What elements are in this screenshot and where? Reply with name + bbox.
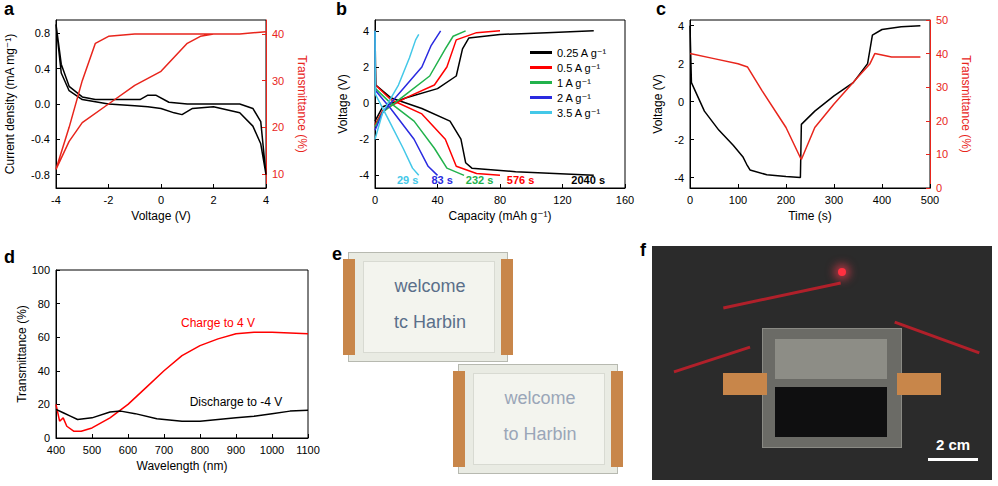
svg-text:-2: -2: [359, 133, 369, 145]
svg-text:Transmittance (%): Transmittance (%): [15, 305, 29, 403]
svg-text:700: 700: [155, 444, 173, 456]
svg-text:120: 120: [553, 194, 571, 206]
svg-text:400: 400: [873, 194, 891, 206]
svg-text:400: 400: [47, 444, 65, 456]
svg-text:20: 20: [272, 121, 284, 133]
html-text:e: e: [332, 244, 342, 264]
svg-text:500: 500: [921, 194, 939, 206]
svg-text:20: 20: [936, 115, 948, 127]
svg-text:Time (s): Time (s): [788, 209, 832, 223]
svg-text:0: 0: [687, 194, 693, 206]
html-text:2 cm: 2 cm: [935, 436, 971, 453]
svg-text:40: 40: [272, 28, 284, 40]
svg-text:-4: -4: [674, 172, 684, 184]
svg-text:Charge to 4 V: Charge to 4 V: [181, 316, 255, 330]
svg-text:-2: -2: [104, 194, 114, 206]
svg-text:83 s: 83 s: [431, 174, 452, 186]
svg-text:900: 900: [227, 444, 245, 456]
svg-text:0: 0: [158, 194, 164, 206]
svg-text:40: 40: [936, 48, 948, 60]
svg-text:Voltage (V): Voltage (V): [336, 74, 350, 133]
svg-text:40: 40: [38, 365, 50, 377]
svg-text:Transmittance (%): Transmittance (%): [959, 55, 973, 153]
svg-text:29 s: 29 s: [397, 174, 418, 186]
svg-text:200: 200: [777, 194, 795, 206]
svg-text:80: 80: [494, 194, 506, 206]
svg-text:0: 0: [678, 96, 684, 108]
html-text:welcome: welcome: [504, 388, 576, 408]
svg-text:100: 100: [32, 264, 50, 276]
svg-text:b: b: [336, 0, 347, 19]
html-text:to Harbin: to Harbin: [503, 424, 577, 444]
svg-text:60: 60: [38, 331, 50, 343]
svg-text:0.8: 0.8: [35, 27, 50, 39]
svg-text:0: 0: [372, 194, 378, 206]
svg-text:c: c: [656, 0, 666, 19]
svg-text:4: 4: [363, 25, 369, 37]
svg-text:50: 50: [936, 14, 948, 26]
html-text:tc Harbin: tc Harbin: [394, 312, 466, 332]
svg-text:d: d: [4, 247, 15, 267]
svg-text:0: 0: [44, 432, 50, 444]
svg-text:80: 80: [38, 298, 50, 310]
svg-text:2: 2: [363, 61, 369, 73]
svg-text:Capacity (mAh g⁻¹): Capacity (mAh g⁻¹): [448, 209, 551, 223]
svg-text:Transmittance (%): Transmittance (%): [295, 55, 309, 153]
svg-text:0.25 A g⁻¹: 0.25 A g⁻¹: [557, 47, 607, 59]
svg-text:-4: -4: [51, 194, 61, 206]
svg-text:500: 500: [83, 444, 101, 456]
svg-text:1000: 1000: [260, 444, 284, 456]
svg-text:Wavelength (nm): Wavelength (nm): [137, 459, 228, 473]
html-text:welcome: welcome: [394, 276, 466, 296]
svg-text:Voltage (V): Voltage (V): [651, 74, 665, 133]
svg-text:10: 10: [272, 168, 284, 180]
svg-text:0: 0: [363, 97, 369, 109]
svg-text:-4: -4: [359, 169, 369, 181]
svg-text:Current density (mA mg⁻¹): Current density (mA mg⁻¹): [3, 34, 17, 174]
svg-text:30: 30: [272, 75, 284, 87]
svg-text:Voltage (V): Voltage (V): [131, 209, 190, 223]
svg-text:20: 20: [38, 398, 50, 410]
svg-text:0: 0: [936, 182, 942, 194]
svg-text:0.0: 0.0: [35, 98, 50, 110]
svg-text:160: 160: [616, 194, 634, 206]
svg-text:40: 40: [431, 194, 443, 206]
svg-text:4: 4: [678, 20, 684, 32]
svg-text:2 A g⁻¹: 2 A g⁻¹: [557, 92, 591, 104]
svg-text:1100: 1100: [296, 444, 320, 456]
svg-text:-0.8: -0.8: [31, 169, 50, 181]
svg-text:0.5 A g⁻¹: 0.5 A g⁻¹: [557, 62, 600, 74]
svg-text:a: a: [4, 0, 15, 19]
svg-text:2040 s: 2040 s: [571, 173, 605, 186]
svg-text:100: 100: [729, 194, 747, 206]
svg-text:4: 4: [263, 194, 269, 206]
svg-text:300: 300: [825, 194, 843, 206]
svg-text:Discharge to -4 V: Discharge to -4 V: [190, 395, 283, 409]
svg-text:600: 600: [119, 444, 137, 456]
svg-text:576 s: 576 s: [507, 174, 535, 186]
svg-text:232 s: 232 s: [466, 174, 494, 186]
svg-text:-2: -2: [674, 134, 684, 146]
svg-text:-0.4: -0.4: [31, 133, 50, 145]
svg-text:2: 2: [210, 194, 216, 206]
svg-text:3.5 A g⁻¹: 3.5 A g⁻¹: [557, 107, 600, 119]
svg-text:10: 10: [936, 148, 948, 160]
svg-text:0.4: 0.4: [35, 63, 50, 75]
svg-text:1 A g⁻¹: 1 A g⁻¹: [557, 77, 591, 89]
svg-text:800: 800: [191, 444, 209, 456]
svg-text:2: 2: [678, 58, 684, 70]
svg-text:30: 30: [936, 81, 948, 93]
html-text:f: f: [640, 240, 646, 260]
